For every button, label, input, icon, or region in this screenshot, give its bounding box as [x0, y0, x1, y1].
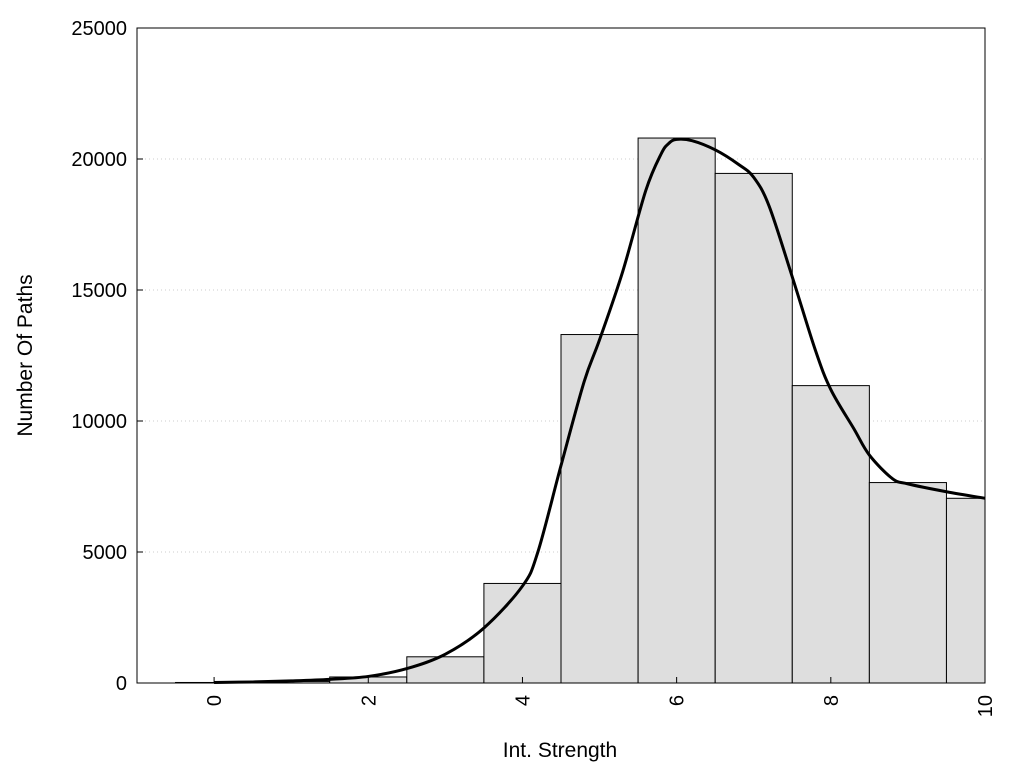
x-tick-label: 4 [512, 695, 534, 706]
x-tick-label: 8 [821, 695, 843, 706]
histogram-bars [175, 137, 986, 684]
y-tick-label: 5000 [83, 542, 128, 564]
histogram-bar [791, 385, 870, 684]
x-axis-label: Int. Strength [503, 739, 617, 762]
x-tick-label: 6 [667, 695, 689, 706]
x-axis-ticks: 0 2 4 6 8 10 [204, 677, 997, 717]
plot-frame [136, 27, 986, 684]
histogram-bar [406, 656, 485, 684]
histogram-bar [868, 482, 947, 684]
histogram-bar [714, 172, 793, 684]
density-curve [214, 137, 986, 684]
x-tick-label: 10 [975, 695, 997, 717]
y-tick-label: 0 [116, 673, 127, 695]
x-tick-label: 0 [204, 695, 226, 706]
y-tick-label: 15000 [71, 280, 127, 302]
y-tick-label: 20000 [71, 149, 127, 171]
density-curve-line [214, 137, 986, 684]
y-tick-label: 10000 [71, 411, 127, 433]
histogram-bar [483, 582, 562, 684]
y-axis-ticks: 0 5000 10000 15000 20000 25000 [71, 18, 143, 695]
x-tick-label: 2 [358, 695, 380, 706]
y-axis-label: Number Of Paths [14, 274, 37, 436]
histogram-bar [945, 497, 986, 684]
histogram-bar [560, 334, 639, 684]
y-tick-label: 25000 [71, 18, 127, 40]
histogram-bar [637, 137, 716, 684]
